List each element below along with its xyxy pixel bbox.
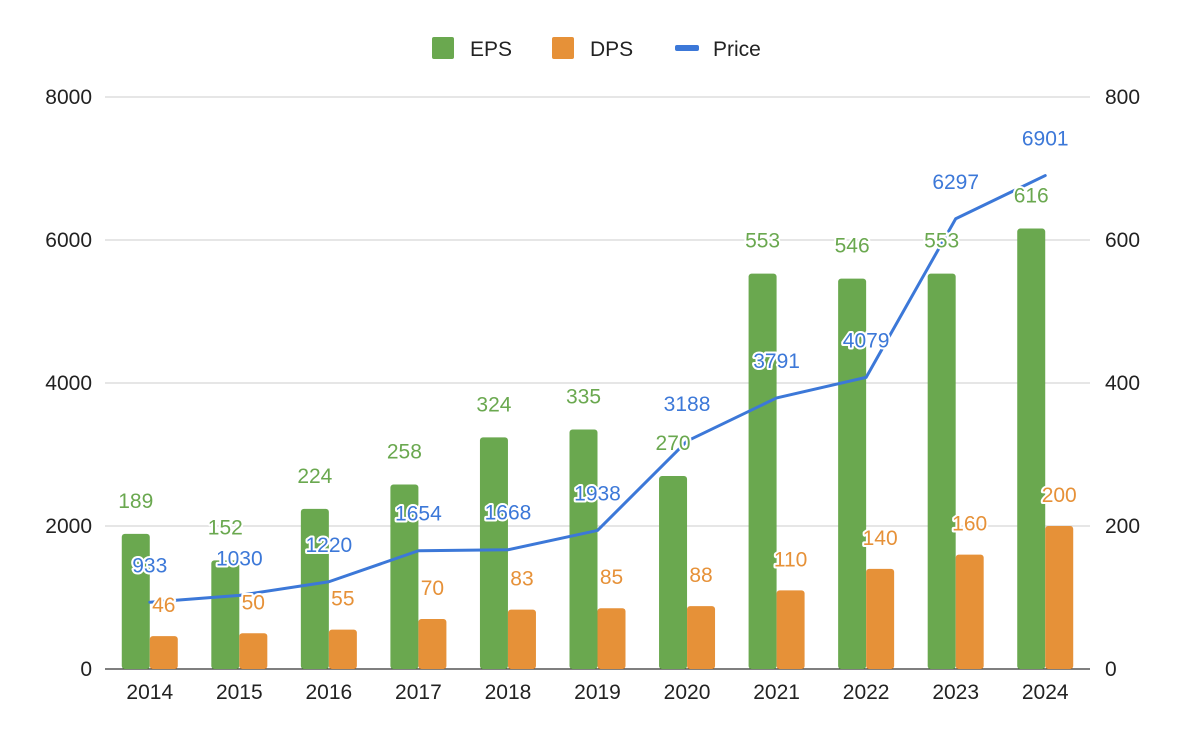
eps-data-label: 616 bbox=[1014, 185, 1049, 208]
x-tick-label: 2021 bbox=[753, 681, 800, 704]
eps-bar bbox=[300, 508, 329, 669]
x-tick-label: 2020 bbox=[664, 681, 711, 704]
legend-label: Price bbox=[713, 38, 761, 61]
y-right-tick-label: 800 bbox=[1105, 86, 1140, 109]
dps-bar bbox=[866, 568, 895, 669]
dps-bar bbox=[1045, 526, 1074, 669]
eps-bar bbox=[838, 278, 867, 669]
price-data-label: 6901 bbox=[1022, 128, 1069, 151]
dps-bar bbox=[687, 606, 716, 669]
y-left-tick-label: 2000 bbox=[45, 515, 92, 538]
eps-data-label: 553 bbox=[924, 230, 959, 253]
legend-label: DPS bbox=[590, 38, 633, 61]
y-left-tick-label: 8000 bbox=[45, 86, 92, 109]
x-tick-label: 2019 bbox=[574, 681, 621, 704]
eps-bar bbox=[1017, 228, 1046, 669]
dps-bar bbox=[955, 554, 984, 669]
price-data-label: 4079 bbox=[843, 329, 890, 352]
eps-data-label: 324 bbox=[476, 393, 511, 416]
price-data-label: 1220 bbox=[306, 534, 353, 557]
y-right-tick-label: 200 bbox=[1105, 515, 1140, 538]
x-tick-label: 2016 bbox=[306, 681, 353, 704]
legend-label: EPS bbox=[470, 38, 512, 61]
price-data-label: 3188 bbox=[664, 393, 711, 416]
eps-bar bbox=[211, 560, 240, 669]
eps-bar bbox=[748, 273, 777, 669]
x-tick-label: 2023 bbox=[932, 681, 979, 704]
dps-data-label: 110 bbox=[774, 548, 807, 571]
x-tick-label: 2014 bbox=[126, 681, 173, 704]
price-data-label: 1030 bbox=[216, 547, 263, 570]
eps-data-label: 335 bbox=[566, 385, 601, 408]
legend-item-price: Price bbox=[675, 38, 761, 61]
eps-data-label: 152 bbox=[208, 516, 243, 539]
eps-data-label: 270 bbox=[656, 432, 691, 455]
x-tick-label: 2017 bbox=[395, 681, 442, 704]
y-right-tick-label: 400 bbox=[1105, 372, 1140, 395]
eps-bar bbox=[659, 475, 688, 669]
x-tick-label: 2018 bbox=[485, 681, 532, 704]
price-data-label: 3791 bbox=[753, 350, 800, 373]
dps-bar bbox=[149, 636, 178, 669]
eps-data-label: 258 bbox=[387, 441, 422, 464]
axes-group: 0 0 2000 200 4000 400 6000 600 8000 800 2014 2015 20… bbox=[45, 86, 1140, 704]
dps-data-label: 140 bbox=[863, 527, 898, 550]
x-tick-label: 2022 bbox=[843, 681, 890, 704]
y-right-tick-label: 0 bbox=[1105, 658, 1117, 681]
y-left-tick-label: 6000 bbox=[45, 229, 92, 252]
dps-data-label: 50 bbox=[242, 591, 265, 614]
x-tick-label: 2024 bbox=[1022, 681, 1069, 704]
dps-bar bbox=[239, 633, 268, 669]
dps-data-label: 46 bbox=[152, 594, 175, 617]
legend-swatch bbox=[432, 37, 454, 59]
eps-data-label: 189 bbox=[118, 490, 153, 513]
legend-swatch bbox=[552, 37, 574, 59]
eps-bar bbox=[121, 533, 150, 669]
price-data-label: 1654 bbox=[395, 503, 442, 526]
dps-data-label: 70 bbox=[421, 577, 444, 600]
legend-item-dps: DPS bbox=[552, 37, 633, 61]
dps-bar bbox=[418, 618, 447, 669]
dps-bar bbox=[328, 629, 357, 669]
legend-item-eps: EPS bbox=[432, 37, 512, 61]
dps-data-label: 160 bbox=[952, 513, 987, 536]
price-line bbox=[148, 174, 1047, 604]
eps-data-label: 224 bbox=[297, 465, 332, 488]
bars-group bbox=[121, 228, 1074, 669]
dps-bar bbox=[597, 608, 626, 669]
legend: EPS DPS Price bbox=[432, 37, 761, 61]
y-left-tick-label: 0 bbox=[80, 658, 92, 681]
eps-bar bbox=[927, 273, 956, 669]
dps-data-label: 83 bbox=[510, 568, 533, 591]
price-data-label: 1938 bbox=[574, 482, 621, 505]
dps-data-label: 200 bbox=[1042, 484, 1077, 507]
gridlines bbox=[105, 96, 1090, 670]
eps-bar bbox=[479, 437, 508, 669]
y-right-tick-label: 600 bbox=[1105, 229, 1140, 252]
price-data-label: 1668 bbox=[485, 502, 532, 525]
y-left-tick-label: 4000 bbox=[45, 372, 92, 395]
eps-data-label: 553 bbox=[745, 230, 780, 253]
dps-bar bbox=[776, 590, 805, 669]
price-data-label: 933 bbox=[132, 554, 167, 577]
dps-data-label: 88 bbox=[689, 564, 712, 587]
eps-data-label: 546 bbox=[835, 235, 870, 258]
price-line-group bbox=[148, 174, 1047, 604]
eps-bar bbox=[569, 429, 598, 669]
x-tick-label: 2015 bbox=[216, 681, 263, 704]
dps-bar bbox=[507, 609, 536, 669]
legend-swatch bbox=[675, 45, 699, 51]
dps-data-label: 85 bbox=[600, 566, 623, 589]
eps-bar bbox=[390, 484, 419, 669]
data-labels-group: 189 46 933 152 50 1030 224 55 1220 258 70 1654 324 83… bbox=[116, 126, 1079, 620]
price-data-label: 6297 bbox=[932, 171, 979, 194]
dps-data-label: 55 bbox=[331, 588, 354, 611]
